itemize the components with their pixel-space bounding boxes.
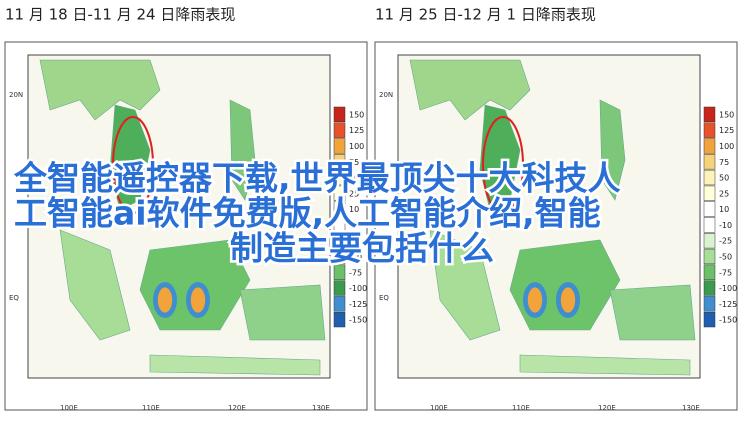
legend-swatch: [703, 264, 716, 280]
map-panel: 11 月 25 日-12 月 1 日降雨表现 20N EQ 100E 110E 120E 1…: [374, 6, 738, 412]
legend-label: 75: [349, 158, 359, 167]
x-axis-label: 100E: [430, 404, 448, 412]
legend-swatch: [703, 296, 716, 312]
overlay-line: 制造主要包括什么: [230, 229, 494, 268]
rain-core: [560, 287, 576, 313]
legend-label: -150: [349, 316, 367, 325]
panel-title: 11 月 25 日-12 月 1 日降雨表现: [375, 6, 596, 24]
legend-swatch: [703, 154, 716, 170]
legend-label: -25: [349, 237, 362, 246]
legend-swatch: [703, 122, 716, 138]
legend-swatch: [333, 106, 346, 123]
legend-swatch: [333, 122, 346, 138]
legend-label: 125: [719, 126, 734, 135]
legend-label: 25: [719, 189, 729, 198]
legend-label: -25: [719, 237, 732, 246]
legend-swatch: [703, 106, 716, 123]
legend-swatch: [333, 280, 346, 296]
x-axis-label: 130E: [682, 404, 700, 412]
legend-swatch: [333, 233, 346, 249]
land-patch: [39, 59, 161, 121]
legend-swatch: [333, 138, 346, 154]
highlight-circle: [112, 116, 154, 214]
land-patch: [229, 99, 256, 201]
land-patch: [239, 284, 326, 341]
y-axis-label: 20N: [379, 91, 393, 99]
highlight-circle: [482, 116, 524, 214]
x-axis-label: 120E: [228, 404, 246, 412]
panel-title: 11 月 18 日-11 月 24 日降雨表现: [5, 6, 235, 24]
legend-swatch: [333, 311, 346, 328]
rain-core: [527, 287, 543, 313]
x-axis-label: 100E: [60, 404, 78, 412]
legend-label: 100: [719, 142, 734, 151]
legend-label: -100: [719, 284, 737, 293]
legend-label: 150: [719, 110, 734, 119]
legend-label: 100: [349, 142, 364, 151]
legend-label: -125: [349, 300, 367, 309]
legend-swatch: [333, 217, 346, 233]
legend-label: 150: [349, 110, 364, 119]
y-axis-label: 20N: [9, 91, 23, 99]
legend-label: -150: [719, 316, 737, 325]
legend-label: -100: [349, 284, 367, 293]
land-patch: [429, 229, 501, 341]
legend-label: 25: [349, 189, 359, 198]
legend-label: 50: [719, 174, 729, 183]
legend-label: 125: [349, 126, 364, 135]
legend-label: 75: [719, 158, 729, 167]
legend-swatch: [333, 185, 346, 201]
panels: 11 月 18 日-11 月 24 日降雨表现 20N EQ 100E 110E 120E…: [4, 6, 738, 412]
legend-label: -50: [719, 252, 732, 261]
legend-swatch: [703, 280, 716, 296]
legend-swatch: [703, 201, 716, 217]
legend-label: -125: [719, 300, 737, 309]
land-patch: [479, 104, 521, 211]
legend-label: -10: [719, 221, 732, 230]
legend-swatch: [333, 154, 346, 170]
legend-swatch: [333, 169, 346, 186]
overlay-line: 全智能遥控器下载,世界最顶尖十大科技人: [13, 159, 621, 198]
rain-core: [190, 287, 206, 313]
legend-swatch: [703, 138, 716, 154]
legend-swatch: [703, 185, 716, 201]
land-patch: [149, 354, 321, 376]
land-patch: [109, 104, 151, 211]
legend-swatch: [333, 264, 346, 280]
legend-swatch: [333, 201, 346, 217]
legend-swatch: [703, 169, 716, 186]
y-axis-label: EQ: [9, 294, 19, 302]
land-patch: [599, 99, 626, 201]
map-panel: 11 月 18 日-11 月 24 日降雨表现 20N EQ 100E 110E 120E…: [4, 6, 368, 412]
x-axis-label: 130E: [312, 404, 330, 412]
land-patch: [519, 354, 691, 376]
legend-swatch: [703, 311, 716, 328]
legend-swatch: [333, 248, 346, 265]
x-axis-label: 120E: [598, 404, 616, 412]
rain-core: [157, 287, 173, 313]
x-axis-label: 110E: [512, 404, 530, 412]
legend-label: -75: [719, 268, 732, 277]
y-axis-label: EQ: [379, 294, 389, 302]
legend-swatch: [333, 296, 346, 312]
legend-swatch: [703, 233, 716, 249]
legend-label: 10: [349, 205, 359, 214]
legend-swatch: [703, 217, 716, 233]
overlay-line: 工智能ai软件免费版,人工智能介绍,智能: [14, 194, 601, 233]
x-axis-label: 110E: [142, 404, 160, 412]
legend-label: -50: [349, 252, 362, 261]
legend-swatch: [703, 248, 716, 265]
land-patch: [59, 229, 131, 341]
legend-label: -75: [349, 268, 362, 277]
land-patch: [409, 59, 531, 121]
legend-label: 10: [719, 205, 729, 214]
legend-label: 50: [349, 174, 359, 183]
legend-label: -10: [349, 221, 362, 230]
land-patch: [609, 284, 696, 341]
